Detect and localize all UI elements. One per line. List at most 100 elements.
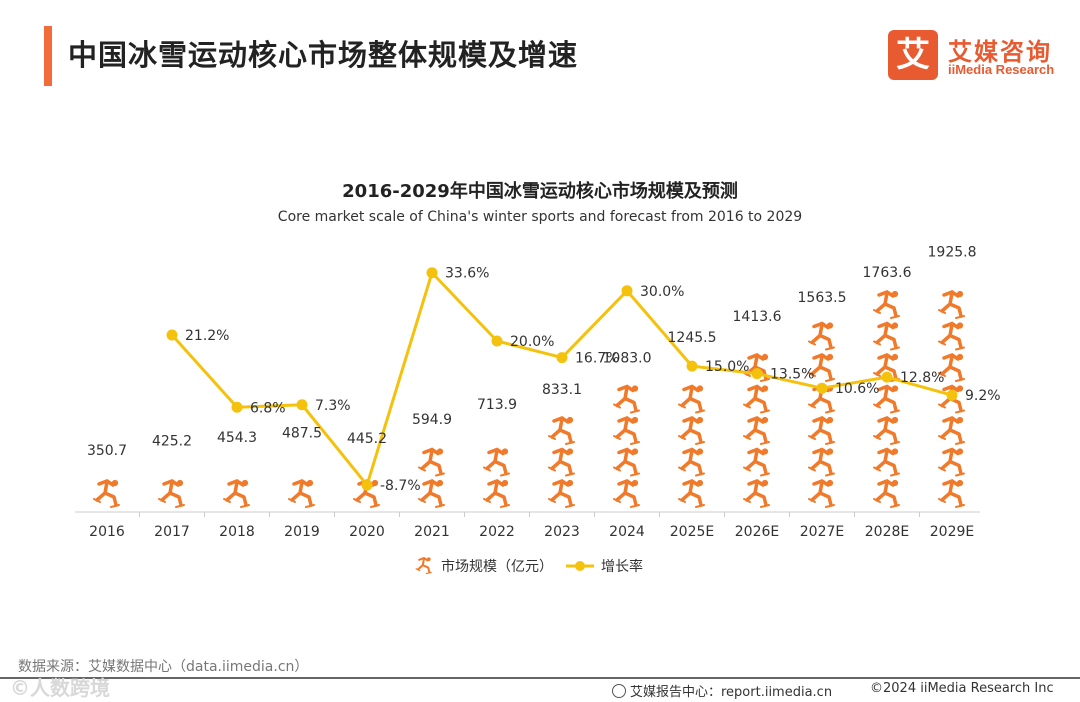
bar-icon [612,415,641,446]
bar-icon [612,478,641,509]
bar-value-label: 1245.5 [668,330,717,346]
legend-skater-icon [415,556,433,575]
growth-rate-point [621,285,633,297]
growth-rate-label: 6.8% [250,400,286,416]
bar-icon [937,415,966,446]
bar-value-label: 1763.6 [863,265,912,281]
bar-icon [872,415,901,446]
bar-icon [677,447,706,478]
bar-icon [677,478,706,509]
bar-icon [807,478,836,509]
bar-icon [872,447,901,478]
bar-icon [287,478,316,509]
growth-rate-label: 9.2% [965,388,1001,404]
bar-2023 [547,406,576,509]
growth-rate-point [166,329,178,341]
growth-rate-label: 33.6% [445,266,489,282]
x-tick-label: 2016 [89,524,125,540]
x-tick-label: 2025E [670,524,714,540]
bar-value-label: 487.5 [282,426,322,442]
x-tick-label: 2024 [609,524,645,540]
bar-icon-partial [157,457,186,478]
chart-subtitle: Core market scale of China's winter spor… [277,209,803,225]
growth-rate-point [881,371,893,383]
x-tick-label: 2021 [414,524,450,540]
report-center-link[interactable]: 艾媒报告中心：report.iimedia.cn [612,681,832,700]
bar-value-label: 1083.0 [603,351,652,367]
x-tick-label: 2029E [930,524,974,540]
x-tick-label: 2026E [735,524,779,540]
growth-rate-point [296,399,308,411]
growth-rate-label: 13.5% [770,367,814,383]
growth-rate-point [686,360,698,372]
bar-icon [872,321,901,352]
bar-2027E [807,313,836,509]
bar-icon [92,478,121,509]
bar-value-label: 594.9 [412,412,452,428]
x-tick-label: 2019 [284,524,320,540]
x-tick-label: 2023 [544,524,580,540]
bar-icon [677,384,706,415]
bar-icon [937,289,966,320]
bar-2022 [482,421,511,509]
bar-value-label: 350.7 [87,443,127,459]
bar-icon [807,415,836,446]
bar-icon [612,447,641,478]
logo-text-en: iiMedia Research [948,62,1055,77]
x-tick-label: 2017 [154,524,190,540]
legend-item-growth-rate: 增长率 [566,558,643,575]
growth-rate-label: 21.2% [185,328,229,344]
bar-2018 [222,453,251,509]
growth-rate-label: 30.0% [640,284,684,300]
growth-rate-point [751,368,763,380]
x-tick-label: 2020 [349,524,385,540]
logo-text-cn: 艾媒咨询 [948,38,1052,66]
bar-icon [547,447,576,478]
bar-icon [742,478,771,509]
growth-rate-label: 20.0% [510,334,554,350]
title-accent-bar [44,26,52,86]
bar-2025E [677,354,706,509]
bar-icon [417,478,446,509]
copyright: ©2024 iiMedia Research Inc [870,681,1054,696]
legend-item-market-scale: 市场规模（亿元） [415,556,553,575]
bar-2021 [417,436,446,509]
growth-rate-point [361,479,373,491]
bar-icon [547,478,576,509]
growth-rate-label: 10.6% [835,381,879,397]
bar-value-label: 833.1 [542,382,582,398]
bar-value-label: 1413.6 [733,309,782,325]
growth-rate-point [426,267,438,279]
bar-icon [742,415,771,446]
bar-2017 [157,457,186,509]
bar-2026E [742,332,771,509]
bar-icon [612,384,641,415]
bar-value-label: 713.9 [477,397,517,413]
footer-divider [0,677,1080,679]
bar-icon-partial [482,421,511,446]
growth-rate-point [946,389,958,401]
bar-icon [222,478,251,509]
iimedia-logo: 艾 艾媒咨询 iiMedia Research [888,30,1068,82]
bar-icon-partial [742,332,771,352]
growth-rate-point [816,382,828,394]
bar-value-label: 454.3 [217,430,257,446]
x-tick-label: 2018 [219,524,255,540]
x-tick-label: 2022 [479,524,515,540]
bar-value-label: 425.2 [152,433,192,449]
bar-icon [677,415,706,446]
bar-icon [807,321,836,352]
report-center-text: 艾媒报告中心：report.iimedia.cn [630,685,833,700]
watermark: ©人数跨境 [10,676,110,700]
page-title: 中国冰雪运动核心市场整体规模及增速 [68,38,579,72]
data-source: 数据来源：艾媒数据中心（data.iimedia.cn） [18,659,309,675]
bar-value-label: 445.2 [347,431,387,447]
bar-value-label: 1925.8 [928,244,977,260]
bar-icon [482,447,511,478]
bar-icon [482,478,511,509]
bar-icon-partial [287,449,316,478]
bar-icon [547,415,576,446]
bar-icon-partial [222,453,251,478]
legend-label-growth-rate: 增长率 [601,558,643,575]
growth-rate-label: 12.8% [900,370,944,386]
